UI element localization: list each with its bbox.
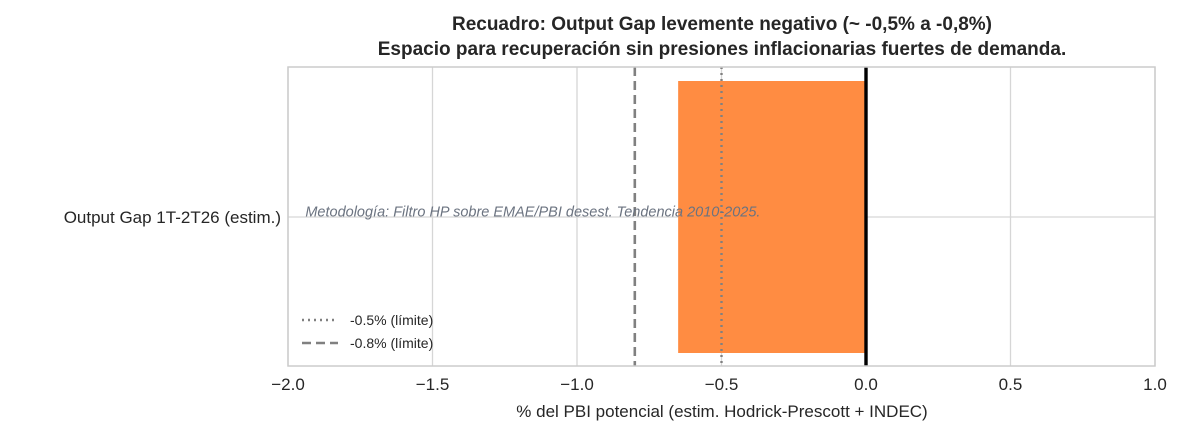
x-tick-label: 0.5 [999, 375, 1023, 394]
bar-output-gap [678, 81, 866, 353]
plot-frame [287, 66, 1156, 367]
x-tick-label: −1.5 [416, 375, 450, 394]
chart-title: Recuadro: Output Gap levemente negativo … [452, 14, 992, 35]
x-tick-label: 1.0 [1143, 375, 1167, 394]
plot-area: Metodología: Filtro HP sobre EMAE/PBI de… [64, 66, 1167, 394]
x-tick-label: −1.0 [560, 375, 594, 394]
chart-subtitle: Espacio para recuperación sin presiones … [378, 39, 1066, 60]
x-axis-label: % del PBI potencial (estim. Hodrick-Pres… [516, 402, 927, 421]
y-category-label: Output Gap 1T-2T26 (estim.) [64, 208, 281, 227]
x-tick-label: −0.5 [705, 375, 739, 394]
legend-label: -0.5% (límite) [350, 312, 433, 328]
x-tick-label: −2.0 [271, 375, 305, 394]
legend-label: -0.8% (límite) [350, 335, 433, 351]
x-tick-label: 0.0 [854, 375, 878, 394]
methodology-annotation: Metodología: Filtro HP sobre EMAE/PBI de… [305, 205, 760, 221]
